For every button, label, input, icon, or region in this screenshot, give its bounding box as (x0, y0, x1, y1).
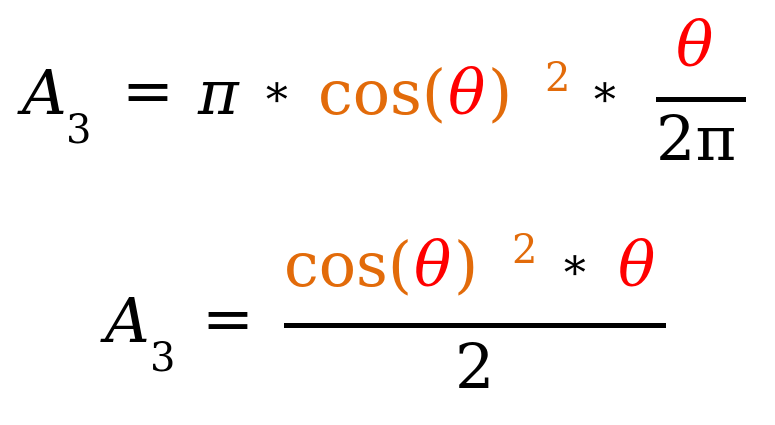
eq1-equals-sign: = (122, 54, 174, 127)
eq2-lhs-symbol: A (105, 284, 150, 357)
eq1-cos-close: ) (488, 56, 513, 129)
eq1-multiply-sign-2: ∗ (590, 66, 620, 117)
eq1-exponent: 2 (545, 55, 571, 101)
eq1-lhs-subscript: 3 (66, 107, 92, 153)
eq2-fraction-bar (284, 323, 666, 328)
eq1-fraction-bar (656, 97, 746, 102)
eq2-lhs-subscript: 3 (150, 335, 176, 381)
eq1-theta-in-cos: θ (448, 56, 486, 129)
eq2-exponent: 2 (512, 227, 538, 273)
eq2-theta-factor: θ (618, 228, 656, 301)
eq1-fraction-denominator: 2π (656, 102, 737, 175)
eq1-fraction-numerator: θ (676, 8, 714, 81)
eq2-fraction-denominator: 2 (455, 330, 495, 403)
eq1-pi-symbol: π (198, 56, 239, 129)
eq1-multiply-sign-1: ∗ (262, 66, 292, 117)
eq2-cos-close: ) (454, 228, 479, 301)
eq1-lhs-symbol: A (22, 56, 67, 129)
eq2-cos-open: cos( (284, 228, 413, 301)
eq2-theta-in-cos: θ (414, 228, 452, 301)
eq1-cos-open: cos( (318, 56, 447, 129)
eq2-equals-sign: = (202, 282, 254, 355)
eq2-multiply-sign: ∗ (560, 239, 590, 290)
